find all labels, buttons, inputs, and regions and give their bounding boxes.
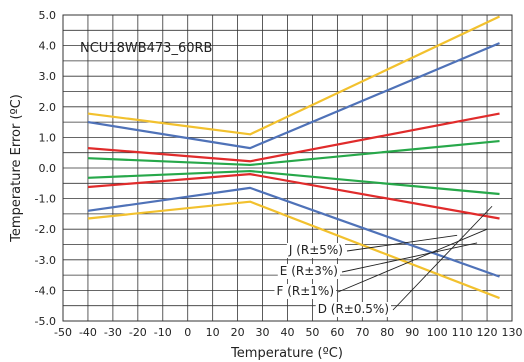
x-tick-label: 60	[330, 326, 344, 339]
series-line-lower-e	[87, 186, 500, 278]
y-tick-label: -4.0	[35, 284, 56, 297]
x-tick-label: 100	[427, 326, 448, 339]
y-tick-label: -5.0	[35, 315, 56, 328]
annotation-label: J (R±5%)	[288, 243, 343, 257]
x-tick-label: 120	[477, 326, 498, 339]
x-tick-label: 40	[281, 326, 295, 339]
y-tick-label: 5.0	[39, 9, 57, 22]
y-tick-labels: 5.0 4.0 3.0 2.0 1.0 0.0 -1.0 -2.0 -3.0 -4.0 -5.0	[35, 9, 56, 328]
series-line-lower-f	[87, 173, 500, 220]
x-tick-label: -40	[79, 326, 97, 339]
annotation-label: F (R±1%)	[276, 284, 334, 298]
y-tick-label: 1.0	[39, 131, 57, 144]
x-tick-label: -10	[154, 326, 172, 339]
annotation-background	[274, 284, 336, 299]
x-tick-label: 20	[231, 326, 245, 339]
series-annotations: J (R±5%) E (R±3%) F (R±1%) D (R±0.5%)	[274, 205, 493, 317]
x-tick-label: 110	[452, 326, 473, 339]
x-tick-label: 70	[355, 326, 369, 339]
annotation-background	[315, 302, 391, 317]
x-tick-label: 50	[305, 326, 319, 339]
x-tick-label: 130	[502, 326, 523, 339]
chart-title: NCU18WB473_60RB	[80, 41, 212, 56]
series-line-upper-d	[87, 139, 500, 167]
series-line-upper-f	[87, 112, 500, 163]
y-tick-label: -3.0	[35, 254, 56, 267]
series-line-lower-j	[87, 200, 500, 300]
y-tick-label: 0.0	[39, 162, 57, 175]
annotation-leader-line	[341, 242, 478, 273]
series-lines	[87, 15, 500, 300]
x-tick-label: 80	[380, 326, 394, 339]
annotation-label: E (R±3%)	[280, 264, 338, 278]
y-axis-label: Temperature Error (ºC)	[9, 94, 24, 243]
y-tick-label: -2.0	[35, 223, 56, 236]
y-tick-label: 3.0	[39, 70, 57, 83]
series-line-upper-e	[87, 42, 500, 150]
annotation-background	[277, 264, 340, 279]
x-tick-label: 90	[405, 326, 419, 339]
x-axis-label: Temperature (ºC)	[230, 346, 343, 361]
annotation-background	[286, 243, 345, 258]
y-tick-label: -1.0	[35, 193, 56, 206]
series-line-lower-d	[87, 169, 500, 196]
x-tick-label: -50	[54, 326, 72, 339]
x-tick-label: -20	[129, 326, 147, 339]
annotation-leader-line	[337, 228, 488, 293]
annotation-leader-line	[346, 234, 458, 252]
annotation-label: D (R±0.5%)	[318, 302, 389, 316]
x-tick-label: -30	[104, 326, 122, 339]
y-tick-label: 4.0	[39, 40, 57, 53]
x-tick-label: 30	[256, 326, 270, 339]
x-tick-label: 0	[184, 326, 191, 339]
plot-frame	[62, 14, 513, 322]
x-tick-label: 10	[206, 326, 220, 339]
annotation-leader-line	[392, 205, 493, 311]
series-line-upper-j	[87, 15, 500, 136]
x-tick-labels: -50 -40 -30 -20 -10 0 10 20 30 40 50 60 70 80 90 100 110…	[54, 326, 522, 339]
y-tick-label: 2.0	[39, 101, 57, 114]
